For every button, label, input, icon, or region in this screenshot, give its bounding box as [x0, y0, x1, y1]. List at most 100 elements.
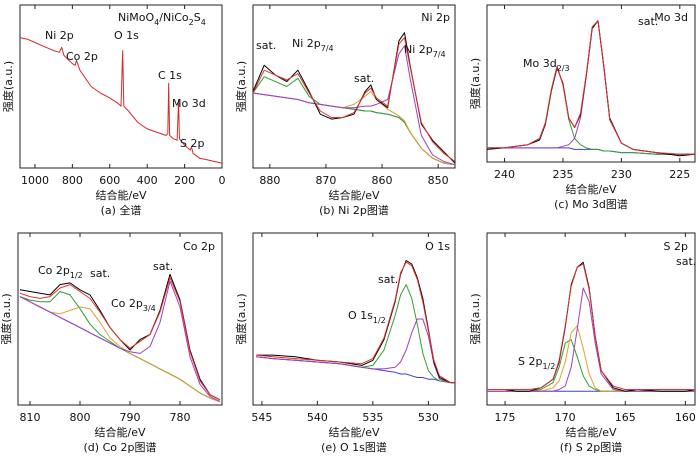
y-axis-label: 强度(a.u.)	[468, 58, 482, 109]
peak-label-part: 1/2	[70, 271, 83, 280]
spectrum-line	[487, 263, 695, 390]
spectrum-line	[19, 277, 221, 401]
peak-label-part: Ni 2p	[292, 37, 321, 50]
caption: (e) O 1s图谱	[321, 440, 387, 454]
panel-title: Mo 3d	[654, 11, 688, 24]
spectrum-line	[19, 273, 221, 401]
x-tick-label: 160	[675, 411, 696, 424]
caption: (f) S 2p图谱	[560, 440, 622, 454]
plot-frame	[486, 4, 696, 163]
x-tick-label: 230	[611, 168, 632, 181]
caption: (c) Mo 3d图谱	[554, 197, 628, 211]
peak-label: O 1s1/2	[348, 309, 386, 325]
x-tick-label: 600	[99, 174, 120, 187]
peak-label: Ni 2p7/4	[404, 43, 446, 59]
peak-label: Ni 2p7/4	[292, 37, 334, 53]
peak-label: Mo 3d	[172, 97, 206, 110]
spectrum-line	[256, 284, 455, 384]
panel-title: Ni 2p	[421, 11, 450, 24]
x-axis-label: 结合能/eV	[95, 425, 146, 439]
x-tick-label: 880	[259, 174, 280, 187]
peak-label: sat.	[354, 72, 374, 85]
x-tick-label: 540	[307, 411, 328, 424]
x-axis-label: 结合能/eV	[566, 182, 617, 196]
panel-title: O 1s	[425, 240, 450, 253]
x-tick-label: 1000	[21, 174, 49, 187]
peak-label-part: 1/2	[373, 316, 386, 325]
peak-label-part: S 2p	[518, 355, 542, 368]
panel-title-part: 2	[189, 18, 194, 27]
spectrum-line	[486, 20, 696, 157]
y-axis-label: 强度(a.u.)	[0, 293, 13, 344]
x-axis-label: 结合能/eV	[329, 188, 380, 202]
peak-label-part: O 1s	[348, 309, 373, 322]
x-tick-label: 850	[428, 174, 449, 187]
peak-label-part: 2/3	[557, 64, 570, 73]
spectrum-line	[487, 20, 695, 155]
y-axis-label: 强度(a.u.)	[234, 61, 248, 112]
peak-label: sat.	[676, 255, 696, 268]
panel-title: Co 2p	[183, 240, 215, 253]
peak-label: Co 2p3/4	[111, 297, 156, 313]
peak-label: Mo 3d2/3	[523, 57, 570, 73]
panel-title-part: S	[194, 11, 201, 24]
spectrum-line	[19, 37, 223, 164]
panel-title: NiMoO4/NiCo2S4	[118, 11, 206, 27]
panel-title-part: /NiCo	[159, 11, 189, 24]
peak-label: sat.	[378, 273, 398, 286]
peak-label: sat.	[638, 15, 658, 28]
peak-label: Co 2p1/2	[38, 264, 83, 280]
peak-label: O 1s	[114, 29, 139, 42]
x-tick-label: 860	[372, 174, 393, 187]
x-tick-label: 0	[219, 174, 226, 187]
peak-label-part: Mo 3d	[523, 57, 557, 70]
panel-title-part: 4	[201, 18, 206, 27]
panel-title-part: NiMoO	[118, 11, 155, 24]
x-tick-label: 165	[615, 411, 636, 424]
x-tick-label: 800	[62, 174, 83, 187]
x-tick-label: 530	[418, 411, 439, 424]
x-tick-label: 545	[251, 411, 272, 424]
panel-title-part: 4	[154, 18, 159, 27]
peak-label: Ni 2p	[45, 29, 74, 42]
spectrum-line	[256, 261, 455, 384]
spectrum-line	[487, 261, 696, 392]
x-tick-label: 170	[555, 411, 576, 424]
peak-label: S 2p1/2	[518, 355, 555, 371]
peak-label: S 2p	[180, 137, 204, 150]
plot-frame	[252, 232, 456, 406]
peak-label-part: Co 2p	[38, 264, 70, 277]
caption: (a) 全谱	[101, 203, 142, 217]
peak-label-part: 7/4	[321, 44, 334, 53]
plot-frame	[19, 4, 223, 169]
x-axis-label: 结合能/eV	[329, 425, 380, 439]
x-tick-label: 240	[494, 168, 515, 181]
peak-label-part: Co 2p	[111, 297, 143, 310]
x-tick-label: 800	[70, 411, 91, 424]
peak-label-part: 3/4	[143, 304, 156, 313]
caption: (d) Co 2p图谱	[84, 440, 157, 454]
x-axis-label: 结合能/eV	[566, 425, 617, 439]
peak-label: C 1s	[158, 69, 182, 82]
x-tick-label: 870	[315, 174, 336, 187]
peak-label: sat.	[90, 267, 110, 280]
x-axis-label: 结合能/eV	[96, 188, 147, 202]
peak-label: sat.	[256, 39, 276, 52]
x-tick-label: 175	[495, 411, 516, 424]
panel-title: S 2p	[664, 240, 688, 253]
y-axis-label: 强度(a.u.)	[234, 293, 248, 344]
x-tick-label: 400	[137, 174, 158, 187]
y-axis-label: 强度(a.u.)	[468, 293, 482, 344]
plot-frame	[17, 232, 223, 406]
spectrum-line	[487, 65, 695, 155]
x-tick-label: 780	[170, 411, 191, 424]
plot-frame	[252, 4, 456, 169]
x-tick-label: 535	[362, 411, 383, 424]
x-tick-label: 235	[552, 168, 573, 181]
spectrum-line	[19, 296, 221, 403]
spectrum-line	[19, 280, 221, 403]
x-tick-label: 790	[120, 411, 141, 424]
peak-label: sat.	[153, 260, 173, 273]
spectrum-line	[487, 287, 695, 392]
